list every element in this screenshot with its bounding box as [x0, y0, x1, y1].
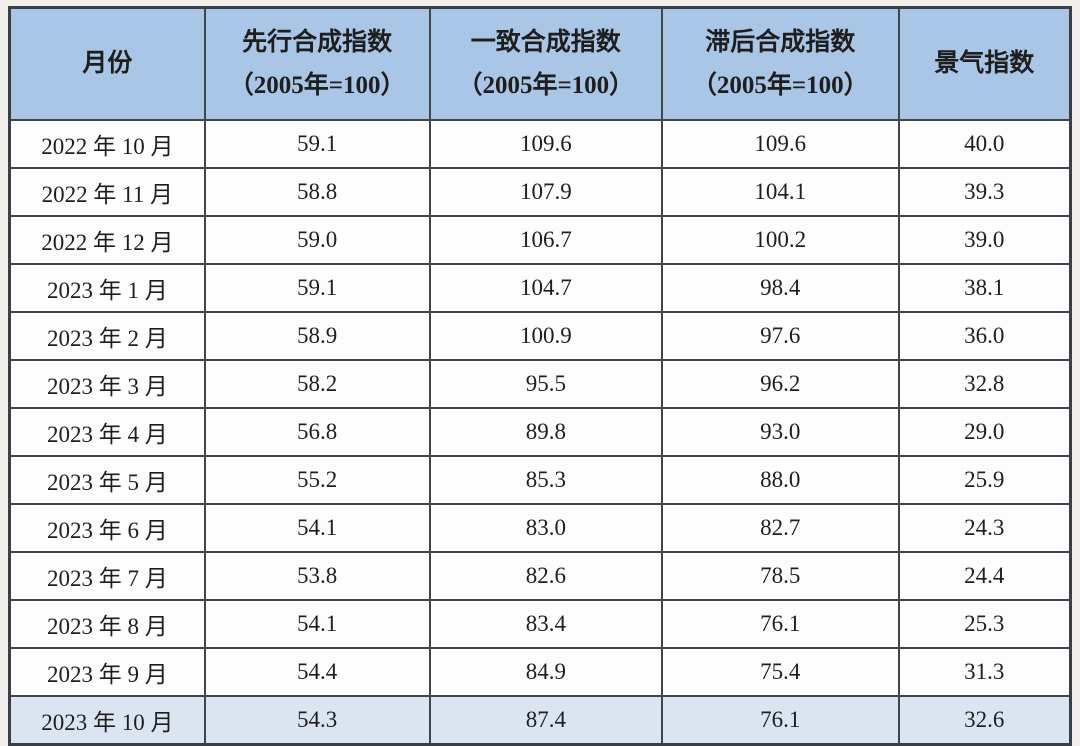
month-cell: 2023 年 7 月 — [8, 551, 206, 601]
header-lagging-sub: （2005年=100） — [691, 72, 869, 99]
table-row: 2023 年 8 月 54.1 83.4 76.1 25.3 — [8, 599, 1072, 649]
month-cell: 2023 年 5 月 — [8, 455, 206, 505]
header-coincident-sub: （2005年=100） — [457, 72, 635, 99]
lagging-index-cell: 78.5 — [660, 551, 900, 601]
coincident-index-cell: 87.4 — [428, 695, 663, 746]
coincident-index-cell: 83.4 — [428, 599, 663, 649]
table-row: 2023 年 10 月 54.3 87.4 76.1 32.6 — [8, 695, 1072, 746]
leading-index-cell: 55.2 — [203, 455, 431, 505]
table-row: 2022 年 10 月 59.1 109.6 109.6 40.0 — [8, 119, 1072, 169]
table-row: 2023 年 7 月 53.8 82.6 78.5 24.4 — [8, 551, 1072, 601]
table-row: 2023 年 3 月 58.2 95.5 96.2 32.8 — [8, 359, 1072, 409]
lagging-index-cell: 76.1 — [660, 695, 900, 746]
leading-index-cell: 58.9 — [203, 311, 431, 361]
leading-index-cell: 56.8 — [203, 407, 431, 457]
lagging-index-cell: 98.4 — [660, 263, 900, 313]
header-row: 月份 先行合成指数 （2005年=100） 一致合成指数 （2005年=100）… — [8, 6, 1072, 121]
coincident-index-cell: 100.9 — [428, 311, 663, 361]
leading-index-cell: 54.3 — [203, 695, 431, 746]
coincident-index-cell: 82.6 — [428, 551, 663, 601]
lagging-index-cell: 82.7 — [660, 503, 900, 553]
prosperity-index-cell: 29.0 — [897, 407, 1072, 457]
month-cell: 2022 年 10 月 — [8, 119, 206, 169]
month-cell: 2023 年 3 月 — [8, 359, 206, 409]
prosperity-index-cell: 32.8 — [897, 359, 1072, 409]
prosperity-index-cell: 38.1 — [897, 263, 1072, 313]
header-leading-sub: （2005年=100） — [228, 72, 406, 99]
leading-index-cell: 58.8 — [203, 167, 431, 217]
lagging-index-cell: 96.2 — [660, 359, 900, 409]
header-coincident-label: 一致合成指数 — [470, 28, 621, 56]
prosperity-index-cell: 24.3 — [897, 503, 1072, 553]
leading-index-cell: 59.1 — [203, 119, 431, 169]
leading-index-cell: 59.1 — [203, 263, 431, 313]
lagging-index-cell: 75.4 — [660, 647, 900, 697]
coincident-index-cell: 107.9 — [428, 167, 663, 217]
header-cell-coincident-index: 一致合成指数 （2005年=100） — [428, 6, 663, 121]
table-row: 2022 年 12 月 59.0 106.7 100.2 39.0 — [8, 215, 1072, 265]
month-cell: 2023 年 8 月 — [8, 599, 206, 649]
table-row: 2023 年 6 月 54.1 83.0 82.7 24.3 — [8, 503, 1072, 553]
table-header: 月份 先行合成指数 （2005年=100） 一致合成指数 （2005年=100）… — [8, 6, 1072, 121]
composite-index-table-container: 月份 先行合成指数 （2005年=100） 一致合成指数 （2005年=100）… — [8, 6, 1072, 746]
month-cell: 2023 年 2 月 — [8, 311, 206, 361]
header-prosperity-label: 景气指数 — [934, 50, 1035, 78]
month-cell: 2023 年 4 月 — [8, 407, 206, 457]
lagging-index-cell: 76.1 — [660, 599, 900, 649]
lagging-index-cell: 93.0 — [660, 407, 900, 457]
composite-index-table: 月份 先行合成指数 （2005年=100） 一致合成指数 （2005年=100）… — [8, 6, 1072, 746]
header-cell-leading-index: 先行合成指数 （2005年=100） — [203, 6, 431, 121]
coincident-index-cell: 109.6 — [428, 119, 663, 169]
coincident-index-cell: 89.8 — [428, 407, 663, 457]
prosperity-index-cell: 25.9 — [897, 455, 1072, 505]
leading-index-cell: 53.8 — [203, 551, 431, 601]
leading-index-cell: 58.2 — [203, 359, 431, 409]
header-cell-month: 月份 — [8, 6, 206, 121]
header-cell-lagging-index: 滞后合成指数 （2005年=100） — [660, 6, 900, 121]
month-cell: 2022 年 11 月 — [8, 167, 206, 217]
month-cell: 2023 年 1 月 — [8, 263, 206, 313]
coincident-index-cell: 83.0 — [428, 503, 663, 553]
lagging-index-cell: 97.6 — [660, 311, 900, 361]
leading-index-cell: 54.1 — [203, 503, 431, 553]
leading-index-cell: 54.4 — [203, 647, 431, 697]
prosperity-index-cell: 39.3 — [897, 167, 1072, 217]
lagging-index-cell: 88.0 — [660, 455, 900, 505]
prosperity-index-cell: 25.3 — [897, 599, 1072, 649]
leading-index-cell: 59.0 — [203, 215, 431, 265]
leading-index-cell: 54.1 — [203, 599, 431, 649]
month-cell: 2022 年 12 月 — [8, 215, 206, 265]
month-cell: 2023 年 9 月 — [8, 647, 206, 697]
prosperity-index-cell: 24.4 — [897, 551, 1072, 601]
lagging-index-cell: 100.2 — [660, 215, 900, 265]
table-row: 2022 年 11 月 58.8 107.9 104.1 39.3 — [8, 167, 1072, 217]
table-row: 2023 年 4 月 56.8 89.8 93.0 29.0 — [8, 407, 1072, 457]
header-lagging-label: 滞后合成指数 — [705, 28, 856, 56]
lagging-index-cell: 109.6 — [660, 119, 900, 169]
prosperity-index-cell: 32.6 — [897, 695, 1072, 746]
prosperity-index-cell: 39.0 — [897, 215, 1072, 265]
table-row: 2023 年 5 月 55.2 85.3 88.0 25.9 — [8, 455, 1072, 505]
coincident-index-cell: 85.3 — [428, 455, 663, 505]
prosperity-index-cell: 36.0 — [897, 311, 1072, 361]
coincident-index-cell: 95.5 — [428, 359, 663, 409]
header-leading-label: 先行合成指数 — [242, 28, 393, 56]
lagging-index-cell: 104.1 — [660, 167, 900, 217]
prosperity-index-cell: 31.3 — [897, 647, 1072, 697]
table-body: 2022 年 10 月 59.1 109.6 109.6 40.0 2022 年 11 月… — [8, 119, 1072, 746]
month-cell: 2023 年 10 月 — [8, 695, 206, 746]
month-cell: 2023 年 6 月 — [8, 503, 206, 553]
header-month-label: 月份 — [82, 50, 133, 78]
coincident-index-cell: 106.7 — [428, 215, 663, 265]
table-row: 2023 年 2 月 58.9 100.9 97.6 36.0 — [8, 311, 1072, 361]
table-row: 2023 年 9 月 54.4 84.9 75.4 31.3 — [8, 647, 1072, 697]
table-row: 2023 年 1 月 59.1 104.7 98.4 38.1 — [8, 263, 1072, 313]
coincident-index-cell: 84.9 — [428, 647, 663, 697]
coincident-index-cell: 104.7 — [428, 263, 663, 313]
prosperity-index-cell: 40.0 — [897, 119, 1072, 169]
header-cell-prosperity-index: 景气指数 — [897, 6, 1072, 121]
